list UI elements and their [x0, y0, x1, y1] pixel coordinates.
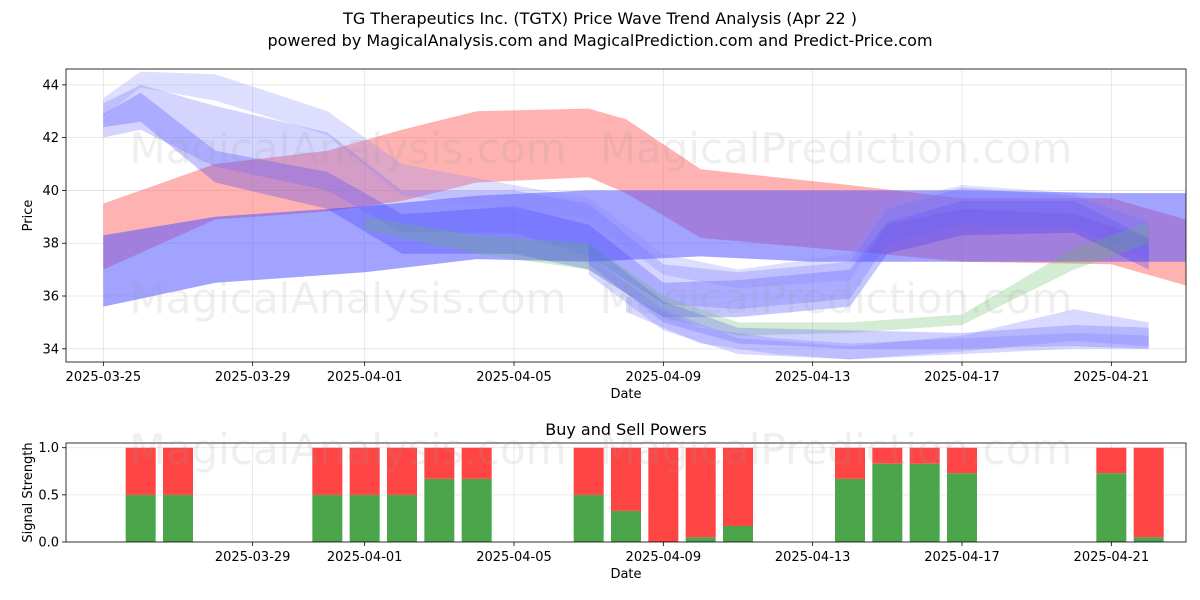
price-x-axis-label: Date [610, 387, 641, 402]
band-falling-wave-1 [103, 92, 1149, 318]
band-lower-wave-1 [588, 243, 1149, 349]
buy-bar [611, 510, 641, 542]
signal-y-tick-label: 0.5 [38, 488, 59, 503]
price-axes-frame [65, 68, 1187, 363]
sell-bar [1096, 447, 1127, 474]
price-y-tick-label: 44 [42, 78, 59, 93]
sell-bar [573, 447, 604, 495]
chart-subtitle: powered by MagicalAnalysis.com and Magic… [267, 31, 933, 50]
band-green-wave [364, 216, 1149, 336]
watermark-text: MagicalPrediction.com [600, 425, 1073, 474]
buy-bar [387, 494, 417, 542]
buy-bar [163, 494, 193, 542]
buy-bar [835, 478, 865, 542]
signal-x-tick-label: 2025-04-01 [327, 550, 403, 565]
buy-bar [312, 494, 343, 542]
price-x-tick-label: 2025-04-17 [924, 370, 1000, 385]
buy-bar [1096, 473, 1127, 542]
watermarks: MagicalAnalysis.com MagicalPrediction.com… [130, 124, 1073, 474]
band-main-blue-band [103, 190, 1186, 307]
buy-bar [947, 473, 977, 542]
sell-bar [835, 447, 865, 479]
signal-bars [125, 447, 1164, 542]
signal-y-tick-label: 1.0 [38, 441, 59, 456]
price-x-tick-label: 2025-03-29 [215, 370, 291, 385]
buy-bar [461, 478, 492, 542]
price-x-tick-label: 2025-04-01 [327, 370, 403, 385]
sell-bar [163, 447, 193, 495]
buy-bar [685, 537, 716, 542]
sell-bar [312, 447, 343, 495]
band-lower-wave-2 [588, 256, 1149, 360]
signal-x-tick-label: 2025-04-13 [775, 550, 851, 565]
price-x-tick-label: 2025-04-05 [476, 370, 552, 385]
price-y-axis-label: Price [21, 200, 36, 232]
signal-x-tick-label: 2025-04-17 [924, 550, 1000, 565]
sell-bar [1133, 447, 1164, 538]
price-y-tick-label: 38 [42, 237, 59, 252]
sell-bar [387, 447, 417, 495]
sell-bar [947, 447, 977, 474]
watermark-text: MagicalPrediction.com [600, 274, 1073, 323]
signal-axes-frame [65, 442, 1187, 543]
price-x-tick-label: 2025-04-09 [626, 370, 702, 385]
signal-x-axis-label: Date [610, 567, 641, 582]
price-y-tick-label: 42 [42, 131, 59, 146]
band-lower-wave-3 [626, 296, 1149, 360]
price-x-tick-label: 2025-04-21 [1074, 370, 1150, 385]
band-falling-wave-3 [103, 71, 1149, 289]
signal-x-tick-label: 2025-04-05 [476, 550, 552, 565]
price-x-tick-label: 2025-03-25 [66, 370, 142, 385]
price-bands [103, 71, 1186, 360]
signal-chart-title: Buy and Sell Powers [545, 420, 707, 439]
sell-bar [349, 447, 380, 495]
buy-bar [872, 463, 903, 542]
price-y-tick-label: 36 [42, 290, 59, 305]
sell-bar [723, 447, 753, 526]
sell-bar [125, 447, 156, 495]
buy-bar [723, 525, 753, 542]
band-falling-wave-2 [103, 84, 1149, 310]
signal-x-tick-label: 2025-04-21 [1074, 550, 1150, 565]
buy-bar [125, 494, 156, 542]
sell-bar [872, 447, 903, 464]
signal-y-tick-label: 0.0 [38, 536, 59, 551]
sell-bar [909, 447, 940, 464]
signal-x-tick-label: 2025-04-09 [626, 550, 702, 565]
price-x-tick-label: 2025-04-13 [775, 370, 851, 385]
sell-bar [648, 447, 679, 542]
sell-bar [461, 447, 492, 479]
signal-x-tick-label: 2025-03-29 [215, 550, 291, 565]
watermark-text: MagicalAnalysis.com [130, 274, 567, 323]
chart-title: TG Therapeutics Inc. (TGTX) Price Wave T… [343, 9, 857, 28]
buy-bar [349, 494, 380, 542]
buy-bar [1133, 537, 1164, 542]
watermark-text: MagicalAnalysis.com [130, 425, 567, 474]
signal-y-axis-label: Signal Strength [21, 442, 36, 542]
watermark-text: MagicalAnalysis.com [130, 124, 567, 173]
buy-bar [909, 463, 940, 542]
sell-bar [424, 447, 455, 479]
buy-bar [573, 494, 604, 542]
price-y-tick-label: 34 [42, 342, 59, 357]
buy-bar [424, 478, 455, 542]
watermark-text: MagicalPrediction.com [600, 124, 1073, 173]
price-y-tick-label: 40 [42, 184, 59, 199]
sell-bar [685, 447, 716, 538]
sell-bar [611, 447, 641, 511]
